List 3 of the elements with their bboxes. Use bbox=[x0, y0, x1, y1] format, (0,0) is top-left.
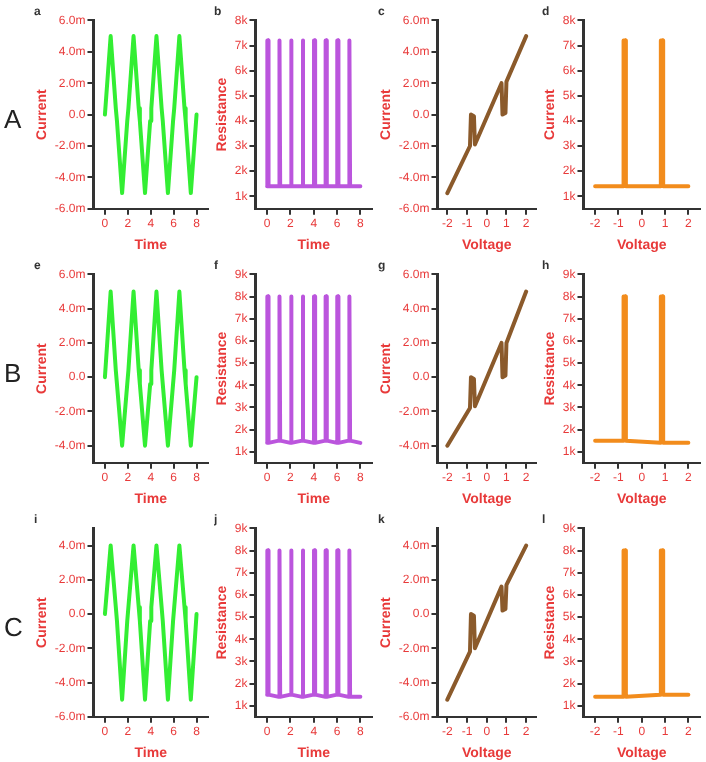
text: C bbox=[4, 611, 25, 641]
text: B bbox=[4, 357, 24, 387]
text: A bbox=[4, 103, 24, 133]
